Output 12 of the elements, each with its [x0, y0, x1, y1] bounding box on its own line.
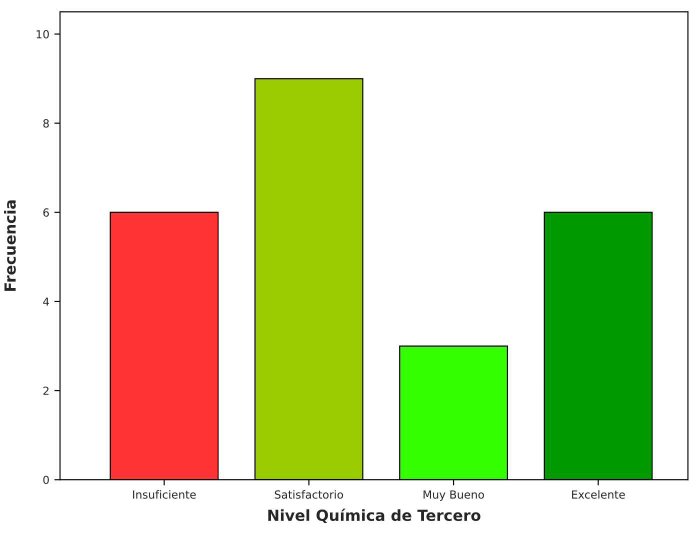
x-axis-title: Nivel Química de Tercero [268, 508, 480, 524]
y-tick-label: 0 [43, 476, 49, 484]
x-tick-label: Muy Bueno [424, 490, 484, 501]
y-tick-label: 6 [43, 208, 49, 217]
y-tick-label: 2 [43, 386, 48, 395]
y-tick-label: 8 [43, 119, 49, 128]
x-tick-label: Insuficiente [133, 490, 196, 499]
y-axis-title: Frecuencia [4, 200, 16, 291]
x-tick-label: Satisfactorio [274, 490, 344, 499]
y-tick-label: 10 [36, 30, 49, 38]
x-tick-label: Excelente [572, 490, 625, 499]
y-tick-label: 4 [43, 298, 49, 306]
